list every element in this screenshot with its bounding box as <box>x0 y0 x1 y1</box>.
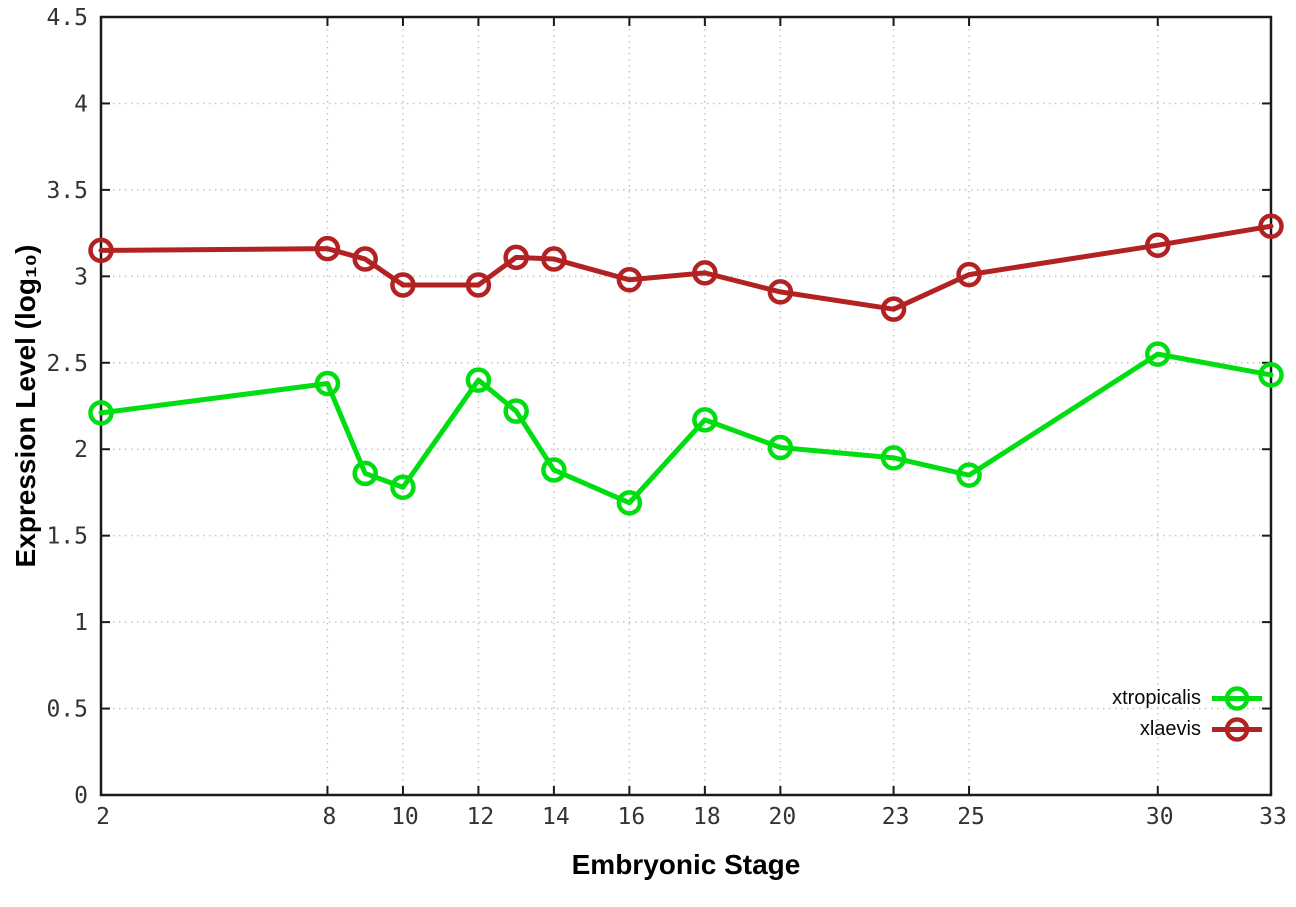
chart-legend: xtropicalis xlaevis <box>1112 684 1264 744</box>
series-line-xlaevis <box>98 223 1274 312</box>
legend-sample-line-point-icon <box>1212 717 1262 742</box>
x-tick-label: 20 <box>769 804 797 830</box>
data-point-xlaevis <box>503 244 529 271</box>
y-axis-title: Expression Level (log₁₀) <box>10 244 41 568</box>
data-point-xtropicalis <box>1258 362 1284 388</box>
x-tick-label: 12 <box>467 804 495 830</box>
y-tick-label: 4.5 <box>46 5 88 31</box>
x-tick-label: 25 <box>957 804 985 830</box>
data-point-xlaevis <box>880 296 907 322</box>
x-axis-title: Embryonic Stage <box>571 849 801 880</box>
legend-label-xlaevis: xlaevis <box>1139 718 1201 740</box>
data-point-xlaevis <box>692 260 718 286</box>
y-tick-label: 3 <box>74 264 88 290</box>
x-tick-label: 33 <box>1259 804 1287 830</box>
x-tick-label: 14 <box>542 804 570 830</box>
y-tick-label: 2.5 <box>46 351 88 377</box>
series-line-xtropicalis <box>98 351 1274 506</box>
x-tick-label: 8 <box>323 804 337 830</box>
y-tick-label: 2 <box>74 437 88 463</box>
x-tick-label: 18 <box>693 804 721 830</box>
data-point-xlaevis <box>1258 213 1284 239</box>
x-tick-label: 23 <box>882 804 910 830</box>
data-point-xtropicalis <box>767 434 794 461</box>
data-point-xtropicalis <box>390 474 416 501</box>
data-point-xlaevis <box>88 237 114 264</box>
data-point-xlaevis <box>390 272 416 298</box>
data-point-xtropicalis <box>1145 341 1171 367</box>
data-point-xlaevis <box>616 267 643 293</box>
data-point-xlaevis <box>465 272 492 298</box>
y-tick-label: 4 <box>74 91 88 117</box>
data-point-xtropicalis <box>503 398 529 424</box>
data-point-xlaevis <box>956 261 982 288</box>
plot-border <box>99 15 1273 797</box>
legend-sample-line-point-icon <box>1212 686 1262 711</box>
y-tick-label: 1.5 <box>46 524 88 550</box>
data-point-xlaevis <box>541 246 567 272</box>
y-tick-label: 0.5 <box>46 697 88 723</box>
data-point-xlaevis <box>314 235 341 262</box>
x-tick-label: 16 <box>618 804 646 830</box>
data-point-xtropicalis <box>692 407 718 433</box>
x-tick-label: 10 <box>391 804 419 830</box>
legend-label-xtropicalis: xtropicalis <box>1112 687 1201 709</box>
y-tick-label: 1 <box>74 610 88 636</box>
data-point-xlaevis <box>767 279 794 305</box>
x-tick-label: 30 <box>1146 804 1174 830</box>
data-point-xtropicalis <box>616 490 643 516</box>
legend-entry-xtropicalis: xtropicalis <box>1112 684 1264 713</box>
data-point-xtropicalis <box>352 460 378 487</box>
data-point-xlaevis <box>352 246 378 272</box>
data-point-xtropicalis <box>465 367 492 393</box>
y-tick-label: 3.5 <box>46 178 88 204</box>
data-point-xtropicalis <box>880 445 907 471</box>
data-point-xtropicalis <box>956 462 982 488</box>
data-point-xtropicalis <box>541 457 567 483</box>
data-point-xtropicalis <box>88 400 114 426</box>
data-point-xtropicalis <box>314 370 341 397</box>
legend-entry-xlaevis: xlaevis <box>1140 715 1264 744</box>
data-point-xlaevis <box>1145 232 1171 258</box>
x-tick-label: 2 <box>96 804 110 830</box>
y-tick-label: 0 <box>74 783 88 809</box>
